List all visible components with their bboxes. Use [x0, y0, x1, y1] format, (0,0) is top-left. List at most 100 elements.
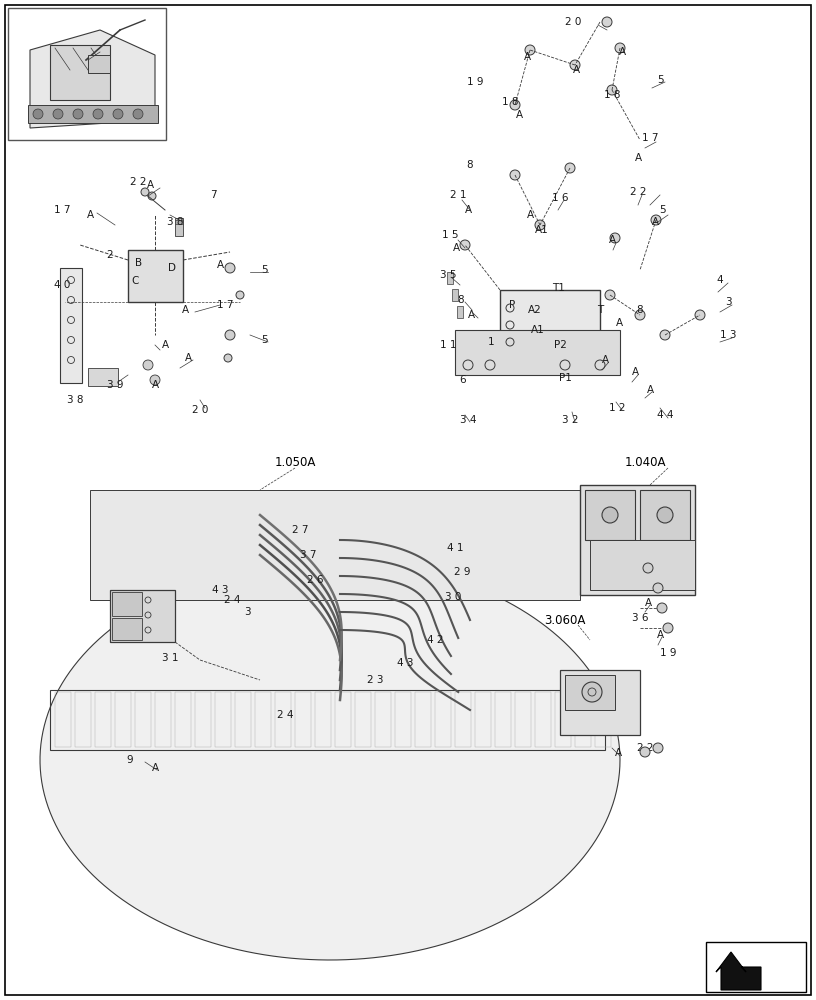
Circle shape	[225, 330, 235, 340]
Text: 3 8: 3 8	[166, 217, 184, 227]
Text: 8: 8	[458, 295, 464, 305]
Bar	[112, 618, 142, 640]
Bar	[590, 540, 695, 590]
Text: A: A	[614, 748, 622, 758]
Text: A: A	[656, 630, 663, 640]
Text: 1 7: 1 7	[217, 300, 233, 310]
Circle shape	[582, 682, 602, 702]
Bar	[28, 105, 158, 123]
Text: P G: P G	[656, 525, 674, 535]
Circle shape	[141, 188, 149, 196]
Circle shape	[657, 603, 667, 613]
Bar	[395, 692, 411, 747]
Circle shape	[535, 220, 545, 230]
Text: P: P	[509, 300, 515, 310]
Bar	[8, 8, 166, 140]
Text: B: B	[135, 258, 143, 268]
Circle shape	[660, 330, 670, 340]
Text: 1 5: 1 5	[441, 230, 459, 240]
Text: G: G	[596, 713, 604, 723]
Text: A: A	[615, 318, 623, 328]
Bar	[560, 670, 640, 735]
Circle shape	[653, 743, 663, 753]
Circle shape	[133, 109, 143, 119]
Bar	[500, 290, 600, 365]
Circle shape	[93, 109, 103, 119]
Bar	[88, 55, 110, 73]
Text: A: A	[181, 305, 188, 315]
Text: 4: 4	[716, 275, 723, 285]
Text: 3 6: 3 6	[632, 613, 648, 623]
Text: 1 1: 1 1	[440, 340, 456, 350]
Bar	[255, 692, 271, 747]
Bar	[50, 690, 605, 750]
Text: A: A	[464, 205, 472, 215]
Bar	[88, 368, 118, 386]
Bar	[95, 692, 111, 747]
Bar	[215, 692, 231, 747]
Text: 1 7: 1 7	[641, 133, 659, 143]
Text: 2 9: 2 9	[454, 567, 470, 577]
Circle shape	[602, 507, 618, 523]
Circle shape	[695, 310, 705, 320]
Bar	[355, 692, 371, 747]
Text: 2 0: 2 0	[619, 585, 635, 595]
Text: 3 8: 3 8	[67, 395, 83, 405]
Text: A: A	[216, 260, 224, 270]
Text: 2 4: 2 4	[224, 595, 240, 605]
Circle shape	[460, 240, 470, 250]
Bar	[515, 692, 531, 747]
Bar	[455, 330, 620, 375]
Text: 3 5: 3 5	[440, 270, 456, 280]
Text: A: A	[468, 310, 475, 320]
Text: 2 2: 2 2	[636, 743, 654, 753]
Bar	[535, 692, 551, 747]
Text: T1: T1	[552, 283, 565, 293]
Text: A: A	[619, 47, 626, 57]
Text: A: A	[632, 367, 639, 377]
Bar	[175, 220, 183, 224]
Text: 1 9: 1 9	[660, 648, 676, 658]
Bar	[112, 592, 142, 616]
Text: 3 2: 3 2	[561, 415, 579, 425]
Bar	[315, 692, 331, 747]
Circle shape	[657, 507, 673, 523]
Text: A: A	[645, 598, 651, 608]
Text: 4 4: 4 4	[657, 410, 673, 420]
Bar	[447, 272, 453, 284]
Text: 8: 8	[636, 305, 643, 315]
Bar	[457, 306, 463, 318]
Text: 1 3: 1 3	[720, 330, 736, 340]
Text: A: A	[152, 763, 158, 773]
Text: 5: 5	[262, 335, 268, 345]
Text: 4 2: 4 2	[427, 635, 443, 645]
Circle shape	[225, 263, 235, 273]
Bar	[555, 692, 571, 747]
Text: 3 9: 3 9	[107, 380, 123, 390]
Circle shape	[643, 563, 653, 573]
Polygon shape	[40, 560, 620, 960]
Text: C: C	[131, 276, 139, 286]
Text: 2 4: 2 4	[277, 710, 293, 720]
Text: A: A	[86, 210, 94, 220]
Bar	[706, 942, 806, 992]
Circle shape	[143, 360, 153, 370]
Bar	[50, 45, 110, 100]
Circle shape	[565, 163, 575, 173]
Bar	[75, 692, 91, 747]
Bar	[580, 485, 695, 595]
Bar	[595, 692, 611, 747]
Text: A: A	[609, 235, 615, 245]
Circle shape	[510, 170, 520, 180]
Text: 9: 9	[126, 755, 133, 765]
Text: D: D	[168, 263, 176, 273]
Text: A: A	[523, 52, 530, 62]
Text: S H: S H	[621, 525, 639, 535]
Text: P2: P2	[553, 340, 566, 350]
Text: 4 0: 4 0	[54, 280, 70, 290]
Text: 1.050A: 1.050A	[274, 456, 316, 470]
Bar	[452, 289, 458, 301]
Circle shape	[610, 233, 620, 243]
Circle shape	[525, 45, 535, 55]
Polygon shape	[716, 952, 761, 990]
